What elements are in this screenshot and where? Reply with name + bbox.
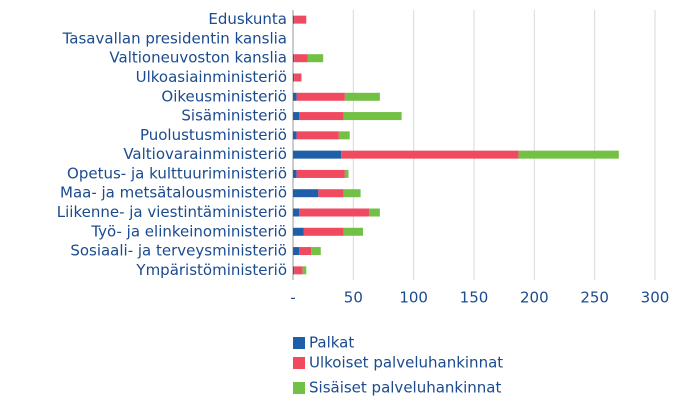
y-tick-label: Valtiovarainministeriö xyxy=(123,145,287,163)
bar xyxy=(293,227,304,236)
bar xyxy=(302,266,307,275)
x-tick-label: 200 xyxy=(520,289,549,307)
bar xyxy=(343,189,361,198)
y-tick-label: Työ- ja elinkeinoministeriö xyxy=(90,222,287,240)
bar xyxy=(338,131,350,140)
legend-swatch xyxy=(293,357,305,369)
x-tick-label: 100 xyxy=(399,289,428,307)
legend-label: Palkat xyxy=(309,334,354,352)
y-tick-label: Oikeusministeriö xyxy=(161,87,287,105)
bar xyxy=(293,208,300,217)
bar xyxy=(343,227,363,236)
bar xyxy=(293,169,297,178)
bar xyxy=(293,112,300,121)
bar xyxy=(294,266,303,275)
bar xyxy=(318,189,344,198)
bar xyxy=(344,92,380,101)
legend-label: Ulkoiset palveluhankinnat xyxy=(309,354,503,372)
x-tick-label: - xyxy=(290,289,295,307)
bar xyxy=(307,54,324,63)
legend-label: Sisäiset palveluhankinnat xyxy=(309,379,501,397)
bar xyxy=(344,169,349,178)
y-tick-label: Tasavallan presidentin kanslia xyxy=(62,29,287,47)
bar xyxy=(343,112,402,121)
y-tick-label: Ympäristöministeriö xyxy=(135,261,287,279)
bar xyxy=(293,92,297,101)
bar xyxy=(293,15,295,24)
bar xyxy=(518,150,619,159)
x-tick-label: 150 xyxy=(460,289,489,307)
bar xyxy=(311,247,321,256)
y-tick-label: Ulkoasiainministeriö xyxy=(136,68,287,86)
x-tick-label: 250 xyxy=(580,289,609,307)
y-tick-label: Sosiaali- ja terveysministeriö xyxy=(70,242,287,260)
legend-swatch xyxy=(293,337,305,349)
bar xyxy=(341,150,519,159)
bar xyxy=(293,266,295,275)
bar xyxy=(294,54,308,63)
bar xyxy=(294,73,302,82)
y-tick-label: Liikenne- ja viestintäministeriö xyxy=(57,203,287,221)
y-tick-label: Puolustusministeriö xyxy=(140,126,287,144)
bar xyxy=(293,73,295,82)
bar xyxy=(293,189,319,198)
x-tick-label: 300 xyxy=(641,289,670,307)
bar xyxy=(293,247,300,256)
bar xyxy=(299,247,312,256)
y-tick-label: Eduskunta xyxy=(208,10,287,28)
bar xyxy=(296,169,345,178)
y-tick-label: Sisäministeriö xyxy=(181,107,287,125)
bar xyxy=(293,150,342,159)
bar xyxy=(294,15,307,24)
bar xyxy=(296,131,339,140)
bar xyxy=(303,227,344,236)
bar xyxy=(293,54,295,63)
bar xyxy=(296,92,345,101)
bar xyxy=(293,131,297,140)
y-tick-label: Maa- ja metsätalousministeriö xyxy=(60,184,287,202)
x-tick-label: 50 xyxy=(344,289,363,307)
bar xyxy=(299,112,344,121)
y-tick-label: Opetus- ja kulttuuriministeriö xyxy=(67,164,287,182)
bar xyxy=(369,208,380,217)
y-tick-label: Valtioneuvoston kanslia xyxy=(109,49,287,67)
legend-swatch xyxy=(293,382,305,394)
bar xyxy=(299,208,370,217)
